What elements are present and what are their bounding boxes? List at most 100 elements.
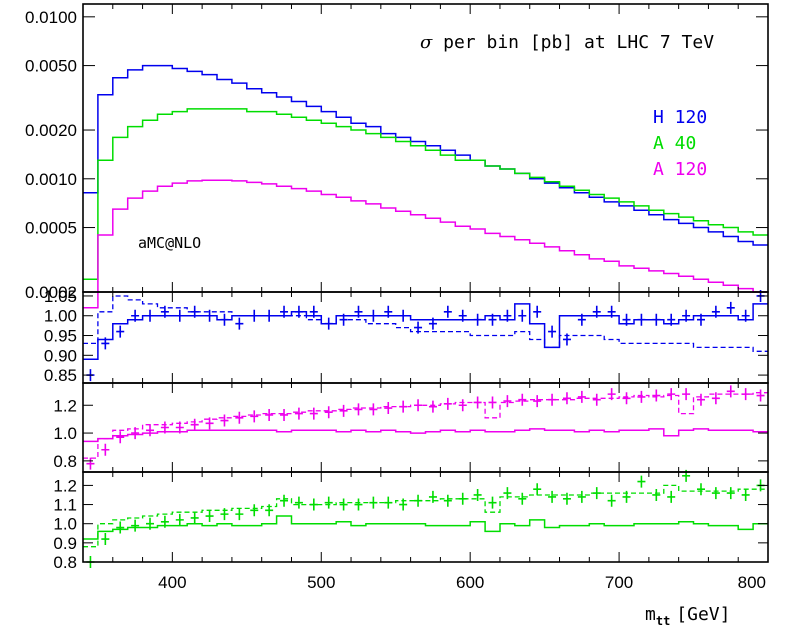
ratio-a120-data-point: [146, 424, 155, 437]
ratio-h120-data-point: [131, 309, 140, 322]
text-layer: σ per bin [pb] at LHC 7 TeV aMC@NLO H 12…: [138, 32, 730, 628]
ratio-a120-data-point: [175, 421, 184, 434]
ratio-h120-data-point: [339, 313, 348, 326]
x-tick-label: 700: [605, 573, 633, 592]
frame-layer: 0.00020.00050.00100.00200.00500.01000.85…: [25, 3, 769, 592]
ratio-a120-data-point: [101, 443, 110, 456]
ratio-a120-data-point: [369, 403, 378, 416]
legend-entry-h120: H 120: [653, 107, 707, 128]
ratio-a120-data-point: [86, 457, 95, 470]
ratio-a120-data-point: [726, 385, 735, 398]
ratio-a40-data-point: [116, 521, 125, 534]
ratio-a40-data-point: [577, 490, 586, 503]
ratio-h120-data-point: [577, 313, 586, 326]
ratio-h120-data-point: [741, 309, 750, 322]
ratio-a40-data-point: [741, 488, 750, 501]
x-axis-label-main: m: [645, 604, 656, 625]
ratio-a120-solid-line: [83, 428, 768, 443]
ratio-a120-data-point: [548, 393, 557, 406]
ratio-a120-data-point: [592, 393, 601, 406]
ratio-h120-data-point: [414, 321, 423, 334]
ratio-h120-data-point: [726, 301, 735, 314]
ratio-a120-data-point: [131, 427, 140, 440]
ratio-a120-data-point: [190, 418, 199, 431]
plot-layer: [83, 64, 768, 568]
ratio-a40-data-point: [250, 504, 259, 517]
ratio-h120-data-point: [503, 309, 512, 322]
main-y-tick-label: 0.0010: [25, 170, 77, 189]
ratio-h120-data-point: [518, 309, 527, 322]
ratio-a40-data-point: [339, 498, 348, 511]
ratio-h120-data-point: [235, 317, 244, 330]
ratio-a120-data-point: [562, 392, 571, 405]
ratio-h120-y-tick-label: 1.05: [44, 287, 77, 306]
ratio-a40-data-point: [428, 490, 437, 503]
ratio-h120-data-point: [384, 305, 393, 318]
ratio-a40-data-point: [458, 492, 467, 505]
ratio-a120-data-point: [265, 408, 274, 421]
ratio-a120-data-point: [741, 388, 750, 401]
ratio-h120-data-point: [354, 305, 363, 318]
ratio-a120-data-point: [488, 396, 497, 409]
x-axis-label-sub: tt: [656, 614, 670, 628]
x-tick-label: 500: [307, 573, 335, 592]
ratio-a40-data-point: [414, 494, 423, 507]
ratio-a40-data-point: [533, 483, 542, 496]
ratio-h120-data-point: [696, 313, 705, 326]
ratio-h120-data-point: [160, 305, 169, 318]
ratio-a120-data-point: [235, 411, 244, 424]
ratio-a120-data-point: [339, 404, 348, 417]
ratio-a40-data-point: [562, 492, 571, 505]
ratio-a120-data-point: [637, 390, 646, 403]
ratio-a40-data-point: [488, 496, 497, 509]
ratio-a40-y-tick-label: 1.1: [53, 496, 77, 515]
ratio-h120-y-tick-label: 0.90: [44, 346, 77, 365]
ratio-a120-data-point: [503, 395, 512, 408]
ratio-h120-data-point: [280, 305, 289, 318]
ratio-h120-dashed-line: [83, 295, 768, 352]
ratio-a40-data-point: [518, 492, 527, 505]
ratio-h120-data-point: [101, 337, 110, 350]
ratio-h120-data-point: [399, 309, 408, 322]
ratio-h120-data-point: [533, 305, 542, 318]
ratio-a120-data-point: [473, 396, 482, 409]
ratio-a40-data-point: [175, 513, 184, 526]
ratio-h120-data-point: [548, 325, 557, 338]
title-rest: per bin [pb] at LHC 7 TeV: [432, 32, 714, 53]
ratio-a40-data-point: [235, 508, 244, 521]
ratio-a120-data-point: [250, 410, 259, 423]
ratio-a40-data-point: [190, 511, 199, 524]
ratio-a120-data-point: [667, 388, 676, 401]
ratio-h120-data-point: [682, 309, 691, 322]
ratio-h120-data-point: [190, 305, 199, 318]
ratio-a40-solid-line: [83, 515, 768, 540]
ratio-h120-data-point: [637, 313, 646, 326]
generator-label: aMC@NLO: [138, 234, 201, 252]
legend-entry-a40: A 40: [653, 133, 696, 154]
main-y-tick-label: 0.0100: [25, 8, 77, 27]
chart-title: σ per bin [pb] at LHC 7 TeV: [420, 32, 714, 53]
ratio-h120-data-point: [205, 309, 214, 322]
x-axis-label-unit: [GeV]: [676, 604, 730, 625]
ratio-a40-data-point: [131, 519, 140, 532]
main-y-tick-label: 0.0005: [25, 219, 77, 238]
main-y-tick-label: 0.0020: [25, 121, 77, 140]
ratio-h120-data-point: [652, 313, 661, 326]
series-line-a120: [83, 179, 768, 309]
ratio-a120-data-point: [711, 392, 720, 405]
ratio-a40-data-point: [637, 475, 646, 488]
ratio-a40-data-point: [309, 498, 318, 511]
ratio-a40-y-tick-label: 1.0: [53, 515, 77, 534]
ratio-a120-data-point: [533, 395, 542, 408]
ratio-h120-y-tick-label: 0.95: [44, 327, 77, 346]
ratio-a120-data-point: [399, 400, 408, 413]
ratio-a120-data-point: [294, 407, 303, 420]
ratio-h120-data-point: [220, 313, 229, 326]
ratio-a120-data-point: [280, 408, 289, 421]
legend-entry-a120: A 120: [653, 159, 707, 180]
ratio-h120-data-point: [488, 313, 497, 326]
ratio-a120-data-point: [309, 407, 318, 420]
ratio-a40-data-point: [146, 517, 155, 530]
ratio-a40-data-point: [101, 533, 110, 546]
